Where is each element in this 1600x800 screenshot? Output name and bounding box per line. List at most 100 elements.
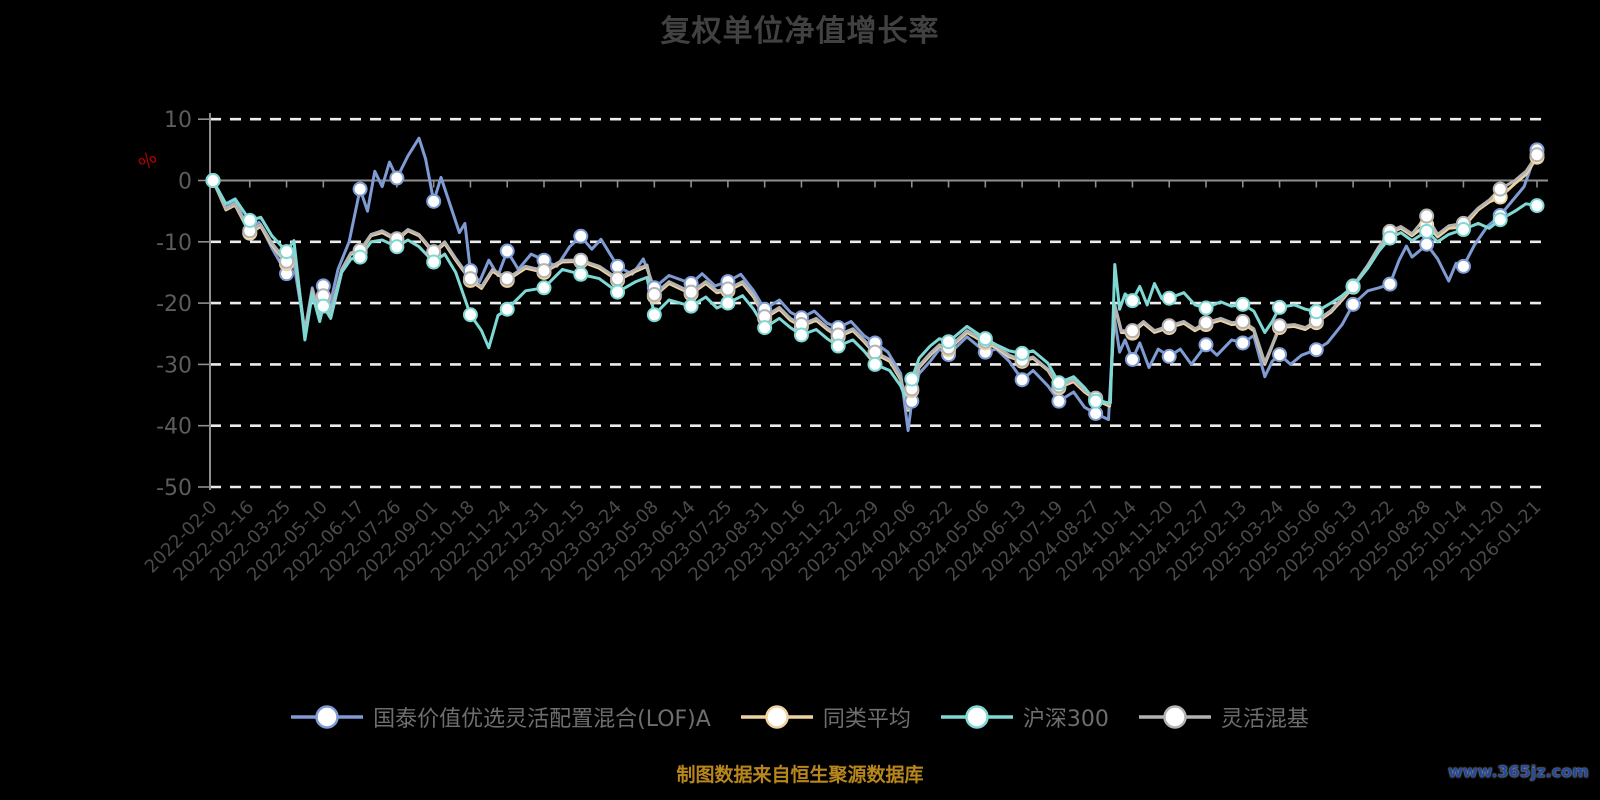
- legend-item-2[interactable]: 沪深300: [940, 701, 1109, 733]
- legend-marker-icon: [291, 705, 364, 729]
- y-tick-label: -40: [156, 415, 192, 440]
- legend-marker-icon: [740, 705, 813, 729]
- series-marker-3: [1492, 181, 1508, 197]
- series-marker-3: [1529, 147, 1545, 163]
- data-source-note: 制图数据来自恒生聚源数据库: [676, 764, 924, 786]
- series-marker-3: [1272, 318, 1288, 334]
- series-marker-2: [977, 331, 993, 347]
- series-marker-2: [757, 320, 773, 336]
- series-marker-0: [1161, 348, 1177, 364]
- series-marker-3: [867, 344, 883, 360]
- y-tick-label: 0: [178, 170, 192, 195]
- series-marker-0: [573, 228, 589, 244]
- series-marker-0: [610, 258, 626, 274]
- series-marker-0: [1088, 405, 1104, 421]
- series-marker-0: [1455, 258, 1471, 274]
- series-marker-3: [462, 271, 478, 287]
- y-tick-label: -10: [156, 231, 192, 256]
- series-marker-2: [904, 371, 920, 387]
- series-marker-0: [1272, 347, 1288, 363]
- legend-marker-icon: [940, 705, 1013, 729]
- series-marker-3: [683, 284, 699, 300]
- series-marker-0: [1382, 276, 1398, 292]
- series-marker-3: [1419, 208, 1435, 224]
- series-marker-0: [1235, 335, 1251, 351]
- legend-marker-icon: [1138, 705, 1211, 729]
- plot-area: 100-10-20-30-40-50%2022-02-02022-02-1620…: [135, 108, 1548, 586]
- series-marker-3: [720, 281, 736, 297]
- series-marker-2: [610, 284, 626, 300]
- series-marker-2: [315, 298, 331, 314]
- series-marker-0: [389, 170, 405, 186]
- series-marker-2: [867, 356, 883, 372]
- y-tick-label: -30: [156, 353, 192, 378]
- series-marker-0: [1308, 342, 1324, 358]
- legend-item-1[interactable]: 同类平均: [740, 701, 911, 733]
- y-axis-unit-label: %: [135, 148, 162, 175]
- series-marker-2: [462, 307, 478, 323]
- series-marker-2: [1014, 345, 1030, 361]
- series-marker-0: [1345, 296, 1361, 312]
- series-marker-0: [1124, 351, 1140, 367]
- series-marker-2: [1492, 212, 1508, 228]
- series-marker-2: [1382, 230, 1398, 246]
- series-line-1: [211, 155, 1539, 412]
- y-tick-label: -50: [156, 476, 192, 501]
- legend-label: 国泰价值优选灵活配置混合(LOF)A: [373, 707, 711, 732]
- legend-item-3[interactable]: 灵活混基: [1138, 701, 1309, 733]
- series-marker-2: [499, 301, 515, 317]
- series-marker-3: [610, 271, 626, 287]
- series-marker-2: [1308, 304, 1324, 320]
- series-marker-0: [1419, 236, 1435, 252]
- legend-label: 沪深300: [1022, 707, 1109, 732]
- series-marker-2: [683, 298, 699, 314]
- series-marker-3: [573, 252, 589, 268]
- legend-label: 同类平均: [822, 707, 911, 732]
- series-marker-2: [1124, 293, 1140, 309]
- series-marker-2: [1529, 198, 1545, 214]
- series-marker-3: [499, 271, 515, 287]
- series-marker-3: [646, 287, 662, 303]
- series-marker-2: [941, 334, 957, 350]
- series-marker-0: [499, 243, 515, 259]
- series-marker-2: [1198, 300, 1214, 316]
- series-marker-2: [389, 239, 405, 255]
- series-marker-3: [1161, 318, 1177, 334]
- series-marker-0: [426, 193, 442, 209]
- series-marker-2: [573, 266, 589, 282]
- y-tick-label: 10: [164, 108, 192, 133]
- series-marker-0: [1051, 393, 1067, 409]
- series-marker-2: [426, 254, 442, 270]
- series-marker-2: [1272, 299, 1288, 315]
- y-tick-label: -20: [156, 292, 192, 317]
- series-marker-2: [205, 173, 221, 188]
- series-marker-2: [352, 249, 368, 265]
- series-marker-2: [830, 338, 846, 354]
- series-marker-2: [720, 295, 736, 311]
- series-marker-2: [279, 244, 295, 260]
- chart-title: 复权单位净值增长率: [660, 14, 940, 49]
- series-marker-0: [1198, 337, 1214, 353]
- series-marker-2: [242, 212, 258, 228]
- legend-label: 灵活混基: [1220, 707, 1309, 732]
- series-marker-2: [793, 327, 809, 343]
- watermark: www.365jz.com: [1448, 762, 1589, 781]
- series-marker-3: [1198, 315, 1214, 331]
- series-marker-2: [1345, 279, 1361, 295]
- series-marker-0: [1014, 372, 1030, 388]
- series-marker-2: [1088, 393, 1104, 409]
- legend-item-0[interactable]: 国泰价值优选灵活配置混合(LOF)A: [291, 701, 711, 733]
- series-marker-3: [1235, 313, 1251, 329]
- series-marker-3: [1124, 323, 1140, 339]
- series-marker-2: [1419, 223, 1435, 239]
- series-marker-2: [1235, 296, 1251, 312]
- series-marker-0: [352, 181, 368, 197]
- series-marker-3: [536, 263, 552, 279]
- legend: 国泰价值优选灵活配置混合(LOF)A 同类平均 沪深300 灵活混基: [0, 701, 1600, 733]
- series-marker-2: [1161, 290, 1177, 306]
- series-marker-2: [646, 307, 662, 323]
- series-marker-2: [536, 280, 552, 296]
- series-marker-2: [1455, 222, 1471, 238]
- series-marker-2: [1051, 375, 1067, 391]
